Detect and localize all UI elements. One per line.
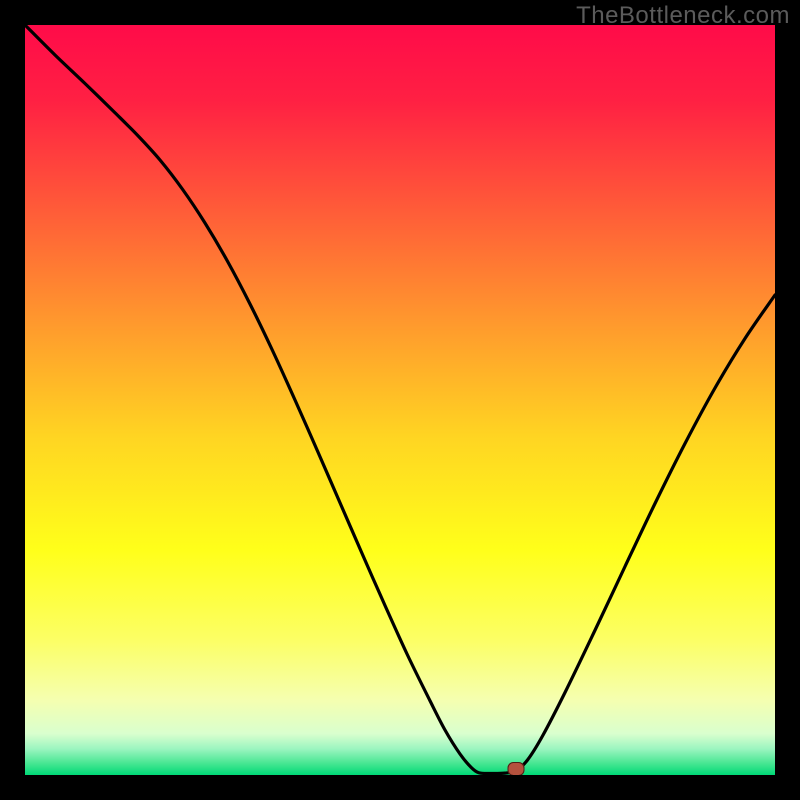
optimum-marker [508, 762, 525, 775]
bottleneck-curve [25, 25, 775, 775]
plot-area [25, 25, 775, 775]
watermark-text: TheBottleneck.com [576, 2, 790, 30]
chart-frame: TheBottleneck.com [0, 0, 800, 800]
